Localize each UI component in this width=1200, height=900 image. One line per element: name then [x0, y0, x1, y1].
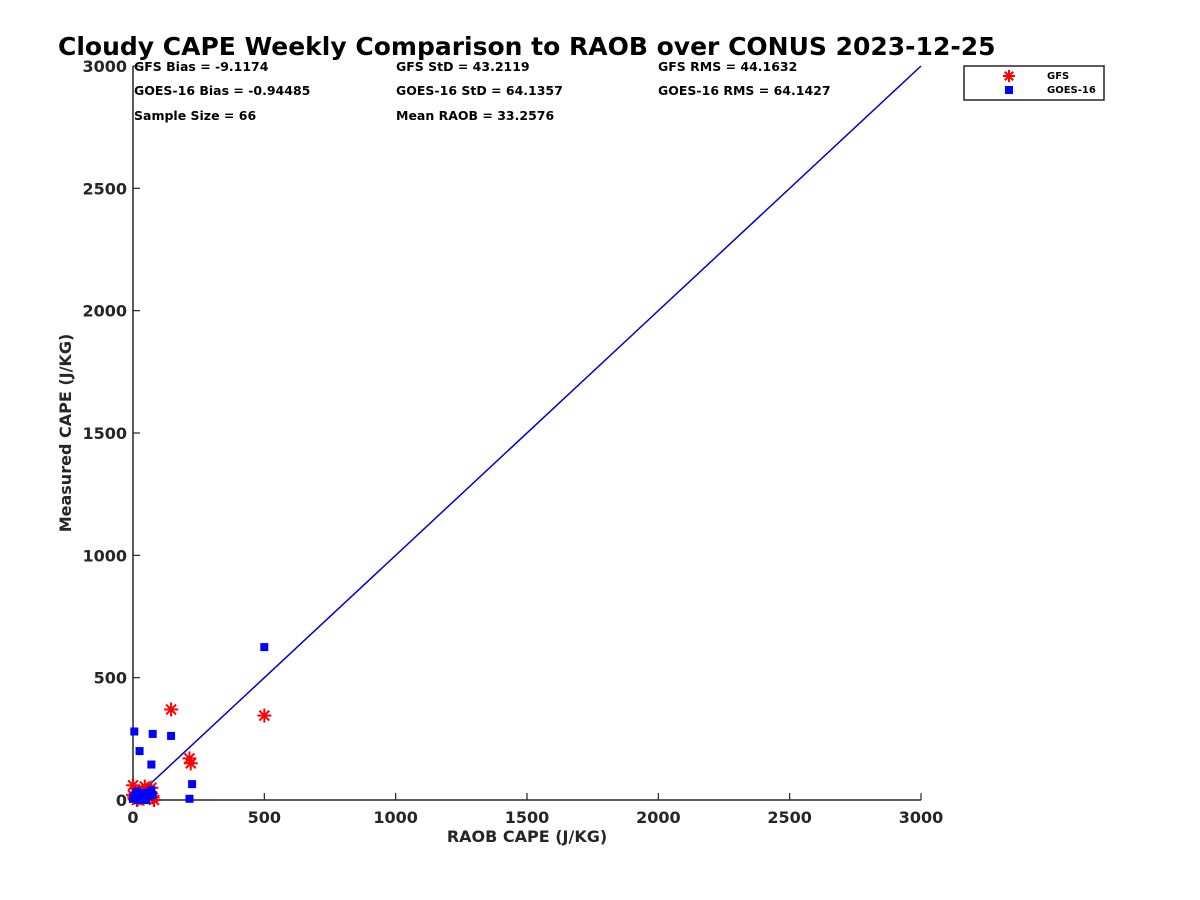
point-gfs-stroke: [185, 757, 197, 769]
point-goes16: [188, 780, 197, 789]
point-gfs-stroke: [183, 752, 196, 765]
x-tick-label: 3000: [899, 808, 944, 827]
point-goes16: [148, 729, 157, 738]
stat-text: GFS RMS = 44.1632: [658, 59, 797, 74]
x-tick-label: 500: [248, 808, 281, 827]
legend-asterisk-gfs-stroke: [1004, 71, 1014, 81]
y-tick-label: 3000: [82, 57, 127, 76]
point-gfs-stroke: [258, 709, 270, 722]
point-goes16: [142, 796, 151, 804]
point-gfs: [164, 702, 179, 717]
y-tick-label: 1000: [82, 546, 127, 565]
point-goes16: [130, 792, 139, 801]
x-axis-label: RAOB CAPE (J/KG): [447, 827, 607, 846]
point-goes16: [135, 747, 144, 756]
legend-box: [963, 65, 1105, 101]
reference-line-layer: [132, 65, 922, 801]
x-tick-label: 2500: [767, 808, 812, 827]
data-points: [126, 643, 272, 807]
y-tick-label: 0: [116, 791, 127, 810]
legend-asterisk-gfs: [1003, 70, 1015, 82]
legend-label-gfs: GFS: [1047, 71, 1069, 82]
y-tick-label: 1500: [82, 424, 127, 443]
point-goes16: [147, 760, 156, 769]
point-gfs: [257, 708, 272, 723]
x-ticks: 0 500 1000 1500 2000 2500 3000: [127, 793, 943, 827]
stat-text: Sample Size = 66: [134, 108, 256, 123]
x-tick-label: 2000: [636, 808, 681, 827]
point-goes16: [147, 786, 156, 795]
x-tick-label: 1000: [373, 808, 418, 827]
y-ticks: 0 500 1000 1500 2000 2500 3000: [82, 57, 140, 810]
chart-title: Cloudy CAPE Weekly Comparison to RAOB ov…: [58, 32, 996, 61]
point-goes16: [185, 794, 194, 803]
legend: GFS GOES-16: [963, 65, 1105, 101]
point-goes16: [167, 731, 176, 740]
legend-label-goes16: GOES-16: [1047, 85, 1096, 96]
point-gfs-stroke: [165, 703, 177, 716]
one-to-one-line: [132, 65, 922, 801]
point-goes16: [132, 787, 141, 796]
y-tick-label: 2000: [82, 302, 127, 321]
y-tick-label: 2500: [82, 179, 127, 198]
stat-text: GFS StD = 43.2119: [396, 59, 530, 74]
stat-text: Mean RAOB = 33.2576: [396, 108, 554, 123]
stat-text: GFS Bias = -9.1174: [134, 59, 269, 74]
point-goes16: [148, 791, 157, 800]
stat-text: GOES-16 RMS = 64.1427: [658, 83, 831, 98]
stat-text: GOES-16 Bias = -0.94485: [134, 83, 310, 98]
point-goes16: [260, 643, 269, 652]
stats-block: GFS Bias = -9.1174 GFS StD = 43.2119 GFS R…: [134, 59, 831, 123]
point-gfs: [183, 756, 198, 771]
legend-marker-gfs: [1003, 70, 1015, 82]
x-tick-label: 1500: [505, 808, 550, 827]
legend-marker-goes16: [1005, 86, 1013, 94]
x-tick-label: 0: [127, 808, 138, 827]
series-goes16: [129, 643, 269, 804]
stat-text: GOES-16 StD = 64.1357: [396, 83, 563, 98]
point-goes16: [130, 727, 139, 736]
y-tick-label: 500: [94, 669, 127, 688]
point-gfs-stroke: [127, 779, 139, 791]
y-axis-label: Measured CAPE (J/KG): [56, 334, 75, 533]
